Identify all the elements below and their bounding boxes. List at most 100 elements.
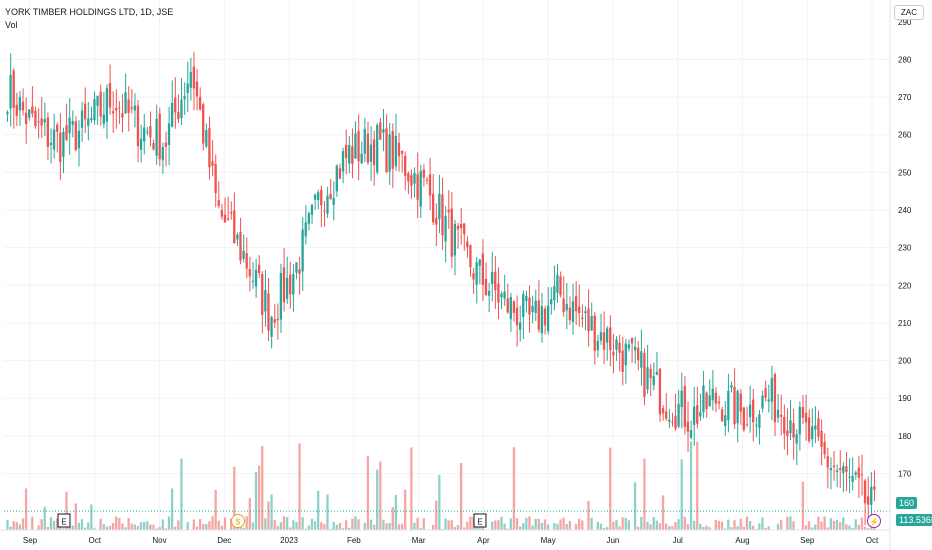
volume-bar <box>102 524 105 530</box>
volume-bar <box>739 518 742 530</box>
candle-body <box>640 351 643 368</box>
candle-body <box>733 386 736 425</box>
candle-body <box>317 192 320 201</box>
candle-body <box>792 423 795 438</box>
volume-bar <box>581 520 584 530</box>
candle-body <box>755 424 758 426</box>
volume-bar <box>590 517 593 530</box>
volume-bar <box>382 519 385 530</box>
volume-bar <box>177 520 180 530</box>
dividend-marker <box>231 514 245 528</box>
candle-body <box>400 151 404 154</box>
candle-body <box>161 147 164 161</box>
candle-body <box>59 132 62 163</box>
candle-body <box>217 200 220 206</box>
volume-bar <box>497 520 500 530</box>
candle-body <box>369 144 373 162</box>
volume-bar <box>251 522 255 530</box>
volume-bar <box>562 517 565 530</box>
volume-bar <box>413 522 416 530</box>
volume-bar <box>845 524 848 530</box>
chart-title: YORK TIMBER HOLDINGS LTD, 1D, JSE <box>5 7 174 17</box>
volume-bar <box>410 447 413 530</box>
volume-bar <box>531 525 534 530</box>
candle-body <box>807 417 811 442</box>
volume-bar <box>83 527 87 530</box>
candle-body <box>764 388 767 398</box>
volume-bar <box>363 523 366 530</box>
candle-body <box>214 163 217 194</box>
volume-bar <box>503 523 506 530</box>
volume-bar <box>167 516 171 530</box>
volume-bar <box>49 517 53 530</box>
candle-body <box>559 276 562 296</box>
time-axis: Sep Oct Nov Dec 2023 Feb Mar Apr May Jun Jul Aug Sep… <box>0 529 890 545</box>
volume-bar <box>758 523 761 530</box>
volume-bar <box>354 516 357 530</box>
candle-body <box>615 339 618 350</box>
candle-body <box>863 480 867 504</box>
volume-bar <box>93 528 96 530</box>
candle-body <box>441 194 444 236</box>
candle-body <box>80 110 84 128</box>
candle-body <box>77 130 81 149</box>
volume-bar <box>814 524 817 530</box>
volume-bar <box>71 525 74 530</box>
volume-bar <box>537 518 540 530</box>
x-tick-label: Sep <box>23 536 38 545</box>
volume-bar <box>730 527 733 530</box>
candle-body <box>158 113 161 160</box>
volume-bar <box>854 519 857 530</box>
volume-bar <box>646 521 649 530</box>
volume-bar <box>127 518 130 530</box>
candle-body <box>696 405 699 424</box>
candle-body <box>736 390 739 424</box>
candle-body <box>43 119 46 123</box>
volume-bar <box>494 520 497 530</box>
candle-body <box>236 234 239 240</box>
x-tick-label: Jun <box>606 536 619 545</box>
volume-bar <box>612 521 615 530</box>
volume-bar <box>500 516 503 530</box>
candle-body <box>261 274 264 315</box>
candle-body <box>245 253 248 269</box>
volume-bar <box>65 491 68 530</box>
last-volume-badge: 113.536K <box>896 514 932 526</box>
candle-body <box>425 179 429 181</box>
volume-bar <box>121 523 124 530</box>
volume-bar <box>307 525 310 530</box>
candle-body <box>605 328 609 343</box>
volume-bar <box>748 521 752 530</box>
volume-bar <box>87 522 90 530</box>
candle-body <box>438 193 441 220</box>
volume-bar <box>357 519 360 530</box>
candle-body <box>108 82 112 108</box>
candle-body <box>590 316 593 331</box>
currency-button[interactable]: ZAC <box>894 5 924 20</box>
candle-body <box>254 269 258 287</box>
candle-body <box>717 401 721 404</box>
candle-body <box>702 385 705 413</box>
candle-body <box>372 139 376 166</box>
candle-body <box>705 392 708 410</box>
candle-body <box>310 204 314 215</box>
candle-body <box>127 99 130 113</box>
volume-bar <box>453 527 457 530</box>
candle-body <box>133 105 136 111</box>
candle-body <box>273 319 276 323</box>
volume-bar <box>43 506 46 530</box>
candle-body <box>587 308 590 332</box>
volume-bar <box>208 521 211 530</box>
volume-bar <box>366 456 370 530</box>
volume-bar <box>823 516 826 530</box>
candle-body <box>195 81 199 97</box>
candle-body <box>854 472 857 475</box>
volume-bar <box>677 519 680 530</box>
candle-body <box>332 197 335 205</box>
candle-body <box>186 83 189 94</box>
volume-bar <box>233 466 236 530</box>
candle-body <box>500 293 503 298</box>
candle-body <box>233 210 236 244</box>
volume-bar <box>31 516 34 530</box>
